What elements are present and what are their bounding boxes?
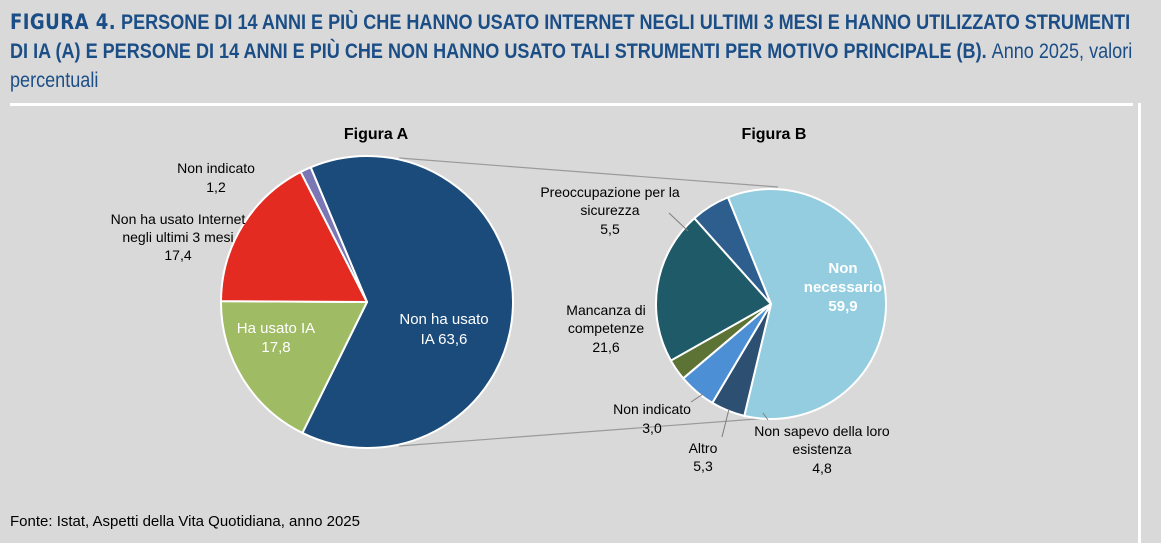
figura-a-value-ha-usato-ia: 17,8 <box>261 339 290 356</box>
figura-b-value-preoccupazione: 5,5 <box>600 221 620 237</box>
figura-b-label-preoccupazione-1: Preoccupazione per la <box>540 184 680 200</box>
figura-b-value-non-necessario: 59,9 <box>828 298 857 315</box>
figura-b-value-mancanza: 21,6 <box>592 339 619 355</box>
connector-lines <box>398 157 779 447</box>
pie-figura-b <box>655 188 887 420</box>
figura-a-slice-non-ha-usato-ia <box>301 155 514 449</box>
figure-year-note: Anno 2025, valori percentuali <box>10 40 1133 92</box>
figura-b-label-preoccupazione-2: sicurezza <box>580 202 639 218</box>
figura-b-label-altro: Altro <box>689 440 718 456</box>
figura-b-slice-mancanza-di-competenze <box>655 217 772 362</box>
figura-b-leader-non-sapevo <box>762 412 769 421</box>
connector-line-bottom <box>398 417 771 447</box>
chart-labels: Figura A Figura B Non ha usato IA 63,6 Ha us… <box>111 126 890 476</box>
figura-b-label-non-sapevo-2: esistenza <box>792 441 851 457</box>
figura-b-label-non-indicato: Non indicato <box>613 401 691 417</box>
figura-a-value-non-ha-usato-ia: IA 63,6 <box>421 331 468 348</box>
figura-b-slice-non-necessario <box>726 188 887 420</box>
figura-b-leader-altro <box>721 408 730 438</box>
figura-b-label-non-necessario-2: necessario <box>804 279 882 296</box>
figura-b-label-non-necessario-1: Non <box>828 260 857 277</box>
figura-b-value-altro: 5,3 <box>693 458 713 474</box>
figura-b-slice-preoccupazione-per-la-sicurezza <box>693 196 772 305</box>
connector-line-top <box>398 157 779 188</box>
figura-a-title: Figura A <box>344 126 409 143</box>
figura-a-value-non-ha-usato-internet: 17,4 <box>164 247 191 263</box>
figura-b-leader-non-indicato <box>690 393 704 403</box>
figura-b-value-non-sapevo: 4,8 <box>812 460 832 476</box>
figura-b-value-non-indicato: 3,0 <box>642 420 662 436</box>
figura-b-label-mancanza-1: Mancanza di <box>566 302 645 318</box>
figure-title-text: PERSONE DI 14 ANNI E PIÙ CHE HANNO USATO… <box>10 11 1131 63</box>
figura-a-value-non-indicato: 1,2 <box>206 179 226 195</box>
frame-right-edge <box>1138 103 1141 543</box>
figura-a-slice-non-indicato <box>299 166 368 303</box>
figure-number: FIGURA 4. <box>10 10 117 34</box>
figura-b-leader-preoccupazione <box>668 212 689 232</box>
figura-a-label-non-ha-usato-ia: Non ha usato <box>399 311 488 328</box>
figura-a-label-non-ha-usato-internet-1: Non ha usato Internet <box>111 211 246 227</box>
source-note: Fonte: Istat, Aspetti della Vita Quotidi… <box>10 513 360 530</box>
figura-a-label-non-indicato: Non indicato <box>177 160 255 176</box>
pie-figura-a <box>219 155 514 449</box>
figura-b-label-mancanza-2: competenze <box>568 320 644 336</box>
figura-b-title: Figura B <box>742 126 807 143</box>
figura-b-label-non-sapevo-1: Non sapevo della loro <box>754 423 890 439</box>
figura-a-label-non-ha-usato-internet-2: negli ultimi 3 mesi <box>122 229 233 245</box>
figura-a-slice-ha-usato-ia <box>219 300 368 434</box>
title-divider <box>10 103 1133 106</box>
figure-title: FIGURA 4. PERSONE DI 14 ANNI E PIÙ CHE H… <box>10 8 1150 95</box>
figura-a-label-ha-usato-ia: Ha usato IA <box>237 320 315 337</box>
figura-a-slice-non-ha-usato-internet-negli-ultimi-3-mesi <box>220 170 368 303</box>
